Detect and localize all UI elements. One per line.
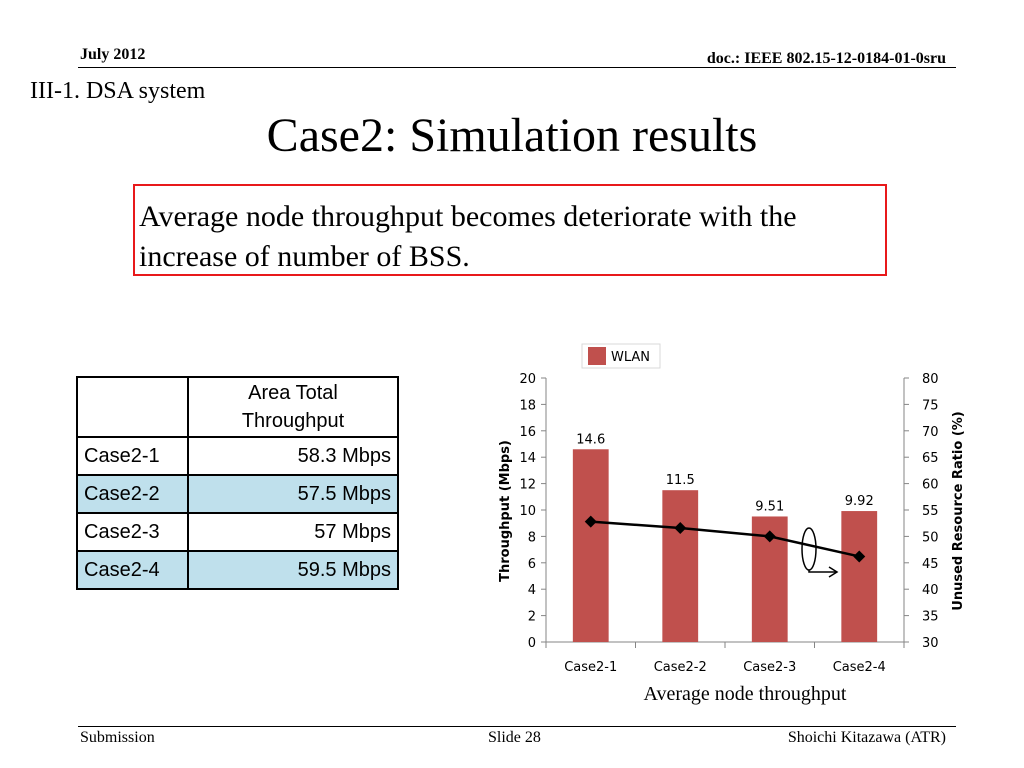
slide-title: Case2: Simulation results: [266, 109, 758, 162]
table-header-area-total: Area Total Throughput: [187, 376, 399, 438]
line-series-bracket-ellipse: [801, 527, 817, 571]
x-tick-label: Case2-3: [743, 660, 796, 675]
arrow-to-right-axis: [808, 570, 836, 573]
y-tick-label: 18: [519, 398, 536, 413]
throughput-table: Area Total Throughput Case2-1 58.3 Mbps …: [76, 376, 399, 590]
unused-ratio-marker: [584, 515, 597, 528]
table-row: Case2-1 58.3 Mbps: [76, 436, 399, 476]
table-case-cell: Case2-4: [76, 550, 189, 590]
y2-tick-label: 50: [922, 530, 939, 545]
y-tick-label: 20: [519, 372, 536, 387]
y2-tick-label: 30: [922, 636, 939, 651]
header-doc-id: doc.: IEEE 802.15-12-0184-01-0sru: [706, 50, 946, 67]
section-label: III-1. DSA system: [30, 78, 206, 104]
callout-text: Average node throughput becomes deterior…: [139, 200, 797, 273]
y2-axis-title: Unused Resource Ratio (%): [951, 411, 966, 610]
table-row: Case2-3 57 Mbps: [76, 512, 399, 552]
table-value-cell: 57.5 Mbps: [187, 474, 399, 514]
bracket-annotation: [801, 527, 839, 578]
y-tick-label: 4: [528, 583, 536, 598]
y-tick-label: 8: [528, 530, 536, 545]
header-rule: [78, 67, 956, 68]
header-date: July 2012: [80, 46, 146, 63]
table-header-row: Area Total Throughput: [76, 376, 399, 438]
y2-tick-label: 70: [922, 425, 939, 440]
y-tick-label: 2: [528, 610, 536, 625]
bar-wlan: [841, 511, 878, 642]
table-case-cell: Case2-2: [76, 474, 189, 514]
bar-value-label: 9.51: [755, 499, 784, 514]
callout-box: Average node throughput becomes deterior…: [133, 184, 887, 276]
chart-legend: WLAN: [581, 343, 661, 369]
bar-wlan: [751, 516, 788, 642]
unused-ratio-marker: [763, 530, 776, 543]
y-tick-label: 6: [528, 557, 536, 572]
footer-submission: Submission: [80, 729, 155, 746]
table-value-cell: 58.3 Mbps: [187, 436, 399, 476]
y2-tick-label: 80: [922, 372, 939, 387]
bar-wlan: [662, 490, 699, 642]
bar-value-label: 9.92: [845, 494, 874, 509]
footer-slide-number: Slide 28: [488, 729, 541, 746]
y-tick-label: 0: [528, 636, 536, 651]
bar-value-label: 14.6: [576, 432, 605, 447]
y-tick-label: 12: [519, 478, 536, 493]
y2-tick-label: 75: [922, 398, 939, 413]
footer-rule: [78, 726, 956, 727]
table-value-cell: 59.5 Mbps: [187, 550, 399, 590]
y-tick-label: 16: [519, 425, 536, 440]
arrow-head-icon: [828, 566, 839, 578]
footer-author: Shoichi Kitazawa (ATR): [787, 729, 946, 746]
unused-ratio-marker: [853, 550, 866, 563]
y2-tick-label: 35: [922, 610, 939, 625]
x-tick-label: Case2-4: [833, 660, 886, 675]
y2-tick-label: 40: [922, 583, 939, 598]
unused-ratio-marker: [674, 521, 687, 534]
legend-swatch-wlan: [588, 347, 606, 365]
legend-label-wlan: WLAN: [611, 350, 650, 365]
table-row: Case2-2 57.5 Mbps: [76, 474, 399, 514]
y2-tick-label: 55: [922, 504, 939, 519]
y-axis-title: Throughput (Mbps): [498, 440, 513, 582]
table-case-cell: Case2-1: [76, 436, 189, 476]
unused-ratio-line: [590, 520, 860, 558]
table-row: Case2-4 59.5 Mbps: [76, 550, 399, 590]
table-value-cell: 57 Mbps: [187, 512, 399, 552]
y2-tick-label: 65: [922, 451, 939, 466]
x-tick-label: Case2-1: [564, 660, 617, 675]
x-tick-label: Case2-2: [654, 660, 707, 675]
y2-tick-label: 45: [922, 557, 939, 572]
legend-box: [581, 343, 661, 369]
table-case-cell: Case2-3: [76, 512, 189, 552]
chart-caption: Average node throughput: [643, 683, 847, 705]
bar-wlan: [572, 449, 609, 642]
y-tick-label: 10: [519, 504, 536, 519]
bar-value-label: 11.5: [666, 473, 695, 488]
y2-tick-label: 60: [922, 478, 939, 493]
table-corner-cell: [76, 376, 189, 438]
y-tick-label: 14: [519, 451, 536, 466]
